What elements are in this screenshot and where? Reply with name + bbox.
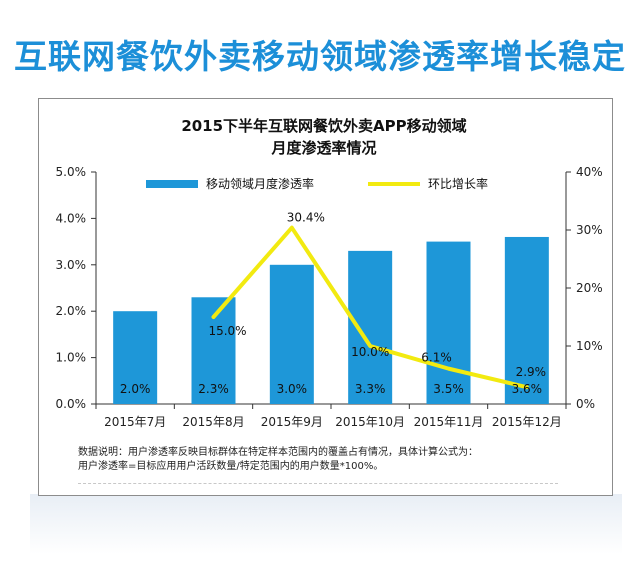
y-right-tick-label: 0% [576, 397, 595, 411]
bar [269, 264, 314, 404]
data-note: 数据说明：用户渗透率反映目标群体在特定样本范围内的覆盖占有情况，具体计算公式为：… [78, 446, 578, 474]
line-data-label: 15.0% [208, 324, 246, 338]
data-note-line2: 用户渗透率=目标应用用户活跃数量/特定范围内的用户数量*100%。 [78, 461, 384, 472]
y-right-tick-label: 30% [576, 223, 603, 237]
data-note-line1: 数据说明：用户渗透率反映目标群体在特定样本范围内的覆盖占有情况，具体计算公式为： [78, 447, 478, 458]
bar [426, 241, 471, 404]
y-left-tick-label: 0.0% [56, 397, 87, 411]
line-data-label: 6.1% [421, 351, 452, 365]
chart-title-line1: 2015下半年互联网餐饮外卖APP移动领域 [181, 117, 466, 135]
y-right-tick-label: 10% [576, 339, 603, 353]
x-tick-label: 2015年7月 [104, 415, 166, 429]
line-data-label: 10.0% [351, 345, 389, 359]
bar-data-label: 2.0% [120, 382, 151, 396]
y-left-tick-label: 3.0% [56, 258, 87, 272]
page-headline: 互联网餐饮外卖移动领域渗透率增长稳定 [14, 37, 626, 76]
bar-data-label: 3.5% [433, 382, 464, 396]
line-data-label: 30.4% [287, 211, 325, 225]
legend-swatch-bar [146, 180, 198, 188]
bar-data-label: 3.3% [355, 382, 386, 396]
y-right-tick-label: 20% [576, 281, 603, 295]
y-right-tick-label: 40% [576, 165, 603, 179]
bar [113, 311, 158, 404]
legend-label-bar: 移动领域月度渗透率 [206, 176, 314, 191]
x-tick-label: 2015年8月 [182, 415, 244, 429]
panel-shadow [30, 494, 622, 554]
y-left-tick-label: 5.0% [56, 165, 87, 179]
y-left-tick-label: 2.0% [56, 304, 87, 318]
x-tick-label: 2015年10月 [335, 415, 405, 429]
bar-data-label: 3.0% [277, 382, 308, 396]
x-tick-label: 2015年9月 [261, 415, 323, 429]
bar-data-label: 2.3% [198, 382, 229, 396]
bar [504, 236, 549, 404]
x-tick-label: 2015年12月 [492, 415, 562, 429]
chart-title-line2: 月度渗透率情况 [270, 139, 376, 157]
bar-data-label: 3.6% [512, 382, 543, 396]
note-divider [78, 483, 558, 484]
x-tick-label: 2015年11月 [414, 415, 484, 429]
legend-label-line: 环比增长率 [428, 176, 488, 191]
line-series [211, 225, 529, 390]
y-left-tick-label: 1.0% [56, 351, 87, 365]
y-left-tick-label: 4.0% [56, 211, 87, 225]
line-data-label: 2.9% [516, 365, 547, 379]
